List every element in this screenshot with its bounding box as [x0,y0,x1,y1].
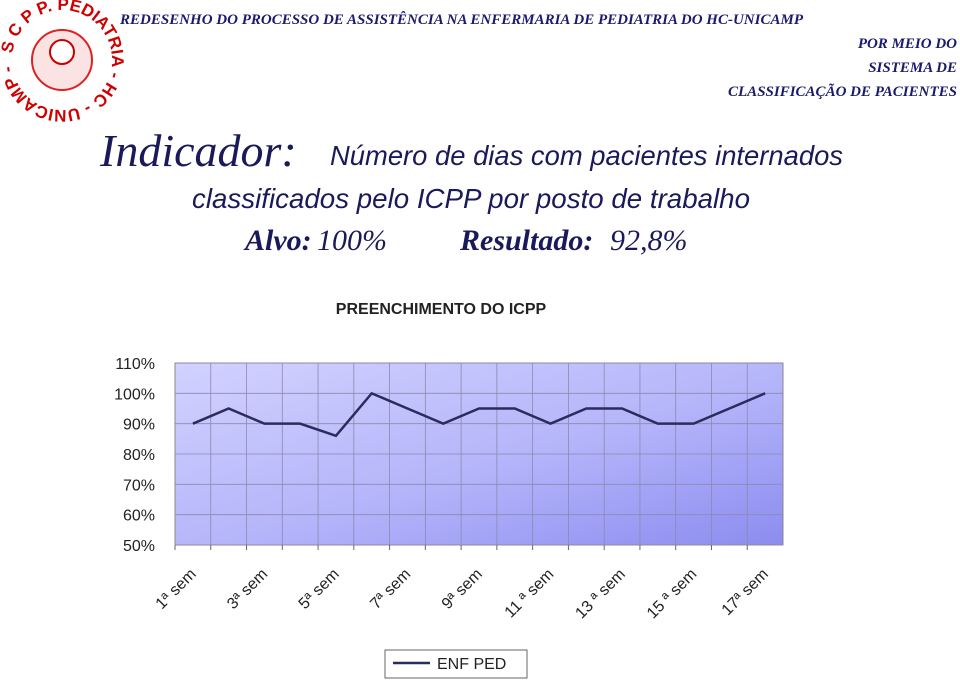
y-tick-label: 50% [123,538,155,555]
result-label: Resultado: [459,224,593,257]
y-tick-label: 110% [115,356,155,373]
y-tick-label: 70% [123,477,155,494]
result-value: 92,8% [610,224,688,257]
x-tick-label: 1ª sem [153,566,200,613]
x-tick-label: 17ª sem [719,566,772,619]
x-tick-label: 5ª sem [296,566,343,613]
y-tick-label: 90% [123,417,155,434]
header-subtitle: POR MEIO DO [858,36,957,52]
indicator-description: Número de dias com pacientes internados [330,140,843,171]
series-line [192,391,766,438]
header-subtitle: CLASSIFICAÇÃO DE PACIENTES [728,82,957,100]
x-tick-label: 9ª sem [439,566,486,613]
x-tick-label: 11 ª sem [502,566,558,622]
y-tick-label: 100% [114,386,155,403]
logo-face [49,39,75,65]
chart-title: PREENCHIMENTO DO ICPP [336,301,547,318]
indicator-description: classificados pelo ICPP por posto de tra… [192,183,750,214]
header-subtitle: SISTEMA DE [868,60,957,76]
x-tick-label: 15 ª sem [644,566,700,622]
indicator-label: Indicador: [99,125,297,176]
logo: S C P P. PEDIATRIA - HC - UNICAMP - [0,0,127,125]
x-tick-label: 3ª sem [224,566,271,613]
y-tick-label: 60% [123,508,155,525]
x-tick-label: 13 ª sem [572,566,628,622]
header-title: REDESENHO DO PROCESSO DE ASSISTÊNCIA NA … [119,11,804,28]
target-value: 100% [317,224,387,257]
x-tick-label: 7ª sem [367,566,414,613]
legend-label: ENF PED [437,656,506,673]
target-label: Alvo: [243,224,312,257]
y-tick-label: 80% [123,447,155,464]
